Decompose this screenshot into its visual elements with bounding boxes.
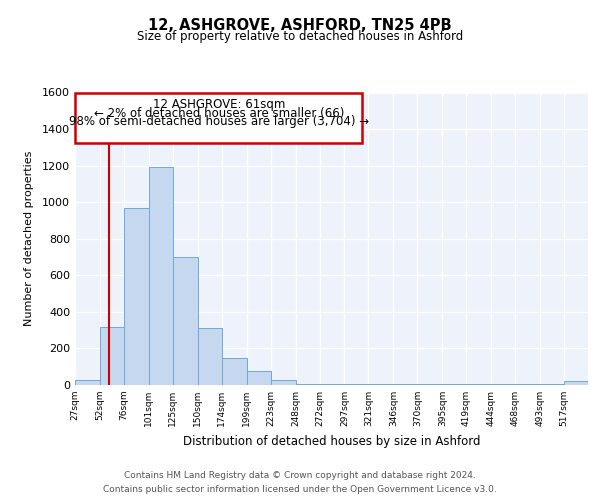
Text: 12 ASHGROVE: 61sqm: 12 ASHGROVE: 61sqm — [152, 98, 285, 111]
Bar — [100, 326, 124, 385]
Bar — [368, 384, 394, 385]
Text: Contains HM Land Registry data © Crown copyright and database right 2024.: Contains HM Land Registry data © Crown c… — [124, 472, 476, 480]
Bar — [222, 358, 247, 385]
Bar — [149, 168, 173, 385]
Bar — [173, 257, 198, 385]
Bar — [75, 380, 100, 385]
Bar — [394, 384, 418, 385]
Bar — [418, 384, 442, 385]
Bar — [271, 380, 296, 385]
Bar — [247, 372, 271, 385]
Bar — [564, 382, 588, 385]
Bar — [491, 384, 515, 385]
Text: Size of property relative to detached houses in Ashford: Size of property relative to detached ho… — [137, 30, 463, 43]
Bar — [198, 328, 222, 385]
X-axis label: Distribution of detached houses by size in Ashford: Distribution of detached houses by size … — [183, 434, 480, 448]
Bar — [296, 384, 320, 385]
Bar — [540, 384, 564, 385]
Text: 12, ASHGROVE, ASHFORD, TN25 4PB: 12, ASHGROVE, ASHFORD, TN25 4PB — [148, 18, 452, 32]
Bar — [124, 208, 149, 385]
Text: 98% of semi-detached houses are larger (3,704) →: 98% of semi-detached houses are larger (… — [68, 115, 369, 128]
Bar — [75, 94, 362, 143]
Bar — [515, 384, 540, 385]
Text: ← 2% of detached houses are smaller (66): ← 2% of detached houses are smaller (66) — [94, 107, 344, 120]
Y-axis label: Number of detached properties: Number of detached properties — [23, 151, 34, 326]
Bar — [466, 384, 491, 385]
Bar — [320, 384, 344, 385]
Bar — [442, 384, 466, 385]
Text: Contains public sector information licensed under the Open Government Licence v3: Contains public sector information licen… — [103, 484, 497, 494]
Bar — [344, 384, 368, 385]
